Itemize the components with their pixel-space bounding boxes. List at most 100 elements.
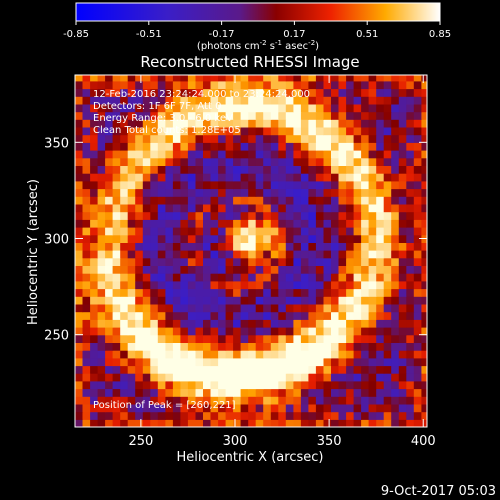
heatmap-cell	[263, 296, 272, 305]
heatmap-cell	[338, 373, 347, 382]
heatmap-cell	[97, 196, 106, 205]
heatmap-cell	[338, 188, 347, 197]
heatmap-cell	[248, 411, 257, 420]
heatmap-cell	[346, 380, 355, 390]
heatmap-cell	[315, 327, 324, 336]
heatmap-cell	[135, 288, 144, 297]
heatmap-cell	[338, 142, 347, 151]
heatmap-cell	[413, 342, 422, 351]
heatmap-cell	[255, 288, 264, 297]
heatmap-cell	[308, 103, 317, 113]
heatmap-cells	[75, 75, 427, 427]
heatmap-cell	[421, 388, 427, 397]
heatmap-cell	[383, 126, 392, 136]
heatmap-cell	[233, 157, 242, 166]
heatmap-cell	[421, 327, 427, 336]
heatmap-cell	[150, 419, 159, 427]
heatmap-cell	[353, 196, 362, 205]
heatmap-cell	[203, 188, 212, 197]
heatmap-cell	[270, 180, 279, 190]
heatmap-cell	[331, 396, 340, 405]
heatmap-cell	[75, 157, 84, 166]
heatmap-cell	[338, 257, 347, 266]
heatmap-cell	[338, 203, 347, 213]
heatmap-cell	[248, 250, 257, 259]
heatmap-cell	[82, 96, 91, 105]
heatmap-cell	[142, 88, 151, 97]
heatmap-cell	[421, 150, 427, 159]
heatmap-cell	[353, 234, 362, 243]
heatmap-cell	[398, 126, 407, 136]
heatmap-cell	[270, 88, 279, 97]
heatmap-cell	[195, 380, 204, 390]
heatmap-cell	[383, 242, 392, 251]
footer-date: 9-Oct-2017 05:03	[381, 484, 496, 499]
heatmap-cell	[263, 219, 272, 228]
heatmap-cell	[255, 350, 264, 359]
heatmap-cell	[270, 196, 279, 205]
heatmap-cell	[406, 311, 415, 320]
heatmap-cell	[308, 273, 317, 282]
heatmap-cell	[75, 134, 84, 143]
heatmap-cell	[165, 188, 174, 197]
heatmap-cell	[225, 380, 234, 390]
heatmap-cell	[421, 227, 427, 236]
heatmap-cell	[406, 80, 415, 90]
heatmap-cell	[75, 75, 84, 82]
heatmap-cell	[248, 388, 257, 397]
heatmap-cell	[300, 334, 309, 343]
heatmap-cell	[172, 311, 181, 320]
heatmap-cell	[398, 227, 407, 236]
heatmap-cell	[210, 303, 219, 313]
heatmap-cell	[233, 319, 242, 328]
heatmap-cell	[308, 296, 317, 305]
heatmap-cell	[315, 88, 324, 97]
heatmap-cell	[278, 365, 287, 374]
heatmap-cell	[248, 303, 257, 313]
heatmap-cell	[187, 250, 196, 259]
heatmap-cell	[218, 196, 227, 205]
heatmap-cell	[285, 103, 294, 113]
heatmap-cell	[172, 211, 181, 220]
heatmap-cell	[90, 342, 99, 351]
heatmap-cell	[135, 134, 144, 143]
heatmap-cell	[278, 327, 287, 336]
heatmap-cell	[406, 111, 415, 120]
heatmap-cell	[120, 303, 129, 313]
heatmap-cell	[278, 357, 287, 367]
heatmap-cell	[90, 219, 99, 228]
heatmap-cell	[75, 403, 84, 413]
heatmap-cell	[308, 142, 317, 151]
heatmap-cell	[293, 234, 302, 243]
heatmap-cell	[120, 403, 129, 413]
heatmap-cell	[142, 257, 151, 266]
heatmap-cell	[278, 165, 287, 174]
heatmap-cell	[135, 280, 144, 290]
heatmap-cell	[248, 357, 257, 367]
heatmap-cell	[331, 219, 340, 228]
heatmap-cell	[218, 288, 227, 297]
heatmap-cell	[278, 150, 287, 159]
heatmap-cell	[157, 242, 166, 251]
heatmap-cell	[225, 80, 234, 90]
heatmap-cell	[233, 350, 242, 359]
heatmap-cell	[120, 388, 129, 397]
heatmap-cell	[120, 75, 129, 82]
heatmap-cell	[285, 327, 294, 336]
heatmap-cell	[210, 342, 219, 351]
heatmap-cell	[150, 173, 159, 182]
heatmap-cell	[248, 234, 257, 243]
heatmap-cell	[120, 342, 129, 351]
heatmap-cell	[195, 219, 204, 228]
heatmap-cell	[331, 103, 340, 113]
heatmap-cell	[308, 196, 317, 205]
heatmap-cell	[225, 119, 234, 128]
heatmap-cell	[270, 165, 279, 174]
heatmap-cell	[135, 327, 144, 336]
heatmap-cell	[383, 373, 392, 382]
heatmap-cell	[210, 157, 219, 166]
heatmap-cell	[323, 227, 332, 236]
heatmap-cell	[218, 265, 227, 274]
heatmap-cell	[331, 142, 340, 151]
heatmap-cell	[218, 88, 227, 97]
